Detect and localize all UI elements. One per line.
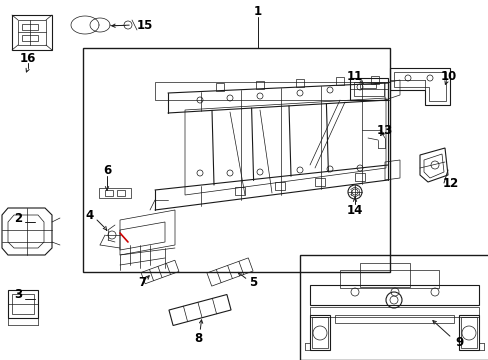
- Bar: [299, 255, 488, 360]
- Text: 6: 6: [102, 163, 111, 176]
- Text: 14: 14: [346, 203, 363, 216]
- Bar: [334, 315, 453, 323]
- Text: 5: 5: [248, 276, 257, 289]
- Text: 11: 11: [346, 69, 363, 82]
- Bar: [309, 285, 478, 305]
- Text: 4: 4: [86, 208, 94, 221]
- Bar: [314, 178, 325, 186]
- Text: 2: 2: [14, 212, 22, 225]
- Text: 9: 9: [454, 336, 462, 348]
- Text: 1: 1: [253, 5, 262, 18]
- Bar: [339, 270, 438, 288]
- Text: 12: 12: [442, 176, 458, 189]
- Text: 3: 3: [14, 288, 22, 302]
- Text: 13: 13: [376, 123, 392, 136]
- Text: 10: 10: [440, 69, 456, 82]
- Bar: [359, 263, 409, 287]
- Bar: [83, 48, 389, 272]
- Bar: [22, 35, 38, 41]
- Bar: [105, 190, 113, 196]
- Bar: [99, 188, 131, 198]
- Text: 16: 16: [20, 51, 36, 64]
- Text: 8: 8: [193, 332, 202, 345]
- Bar: [274, 182, 285, 190]
- Bar: [117, 190, 125, 196]
- Bar: [354, 173, 364, 181]
- Bar: [309, 307, 478, 317]
- Bar: [235, 187, 244, 195]
- Bar: [22, 24, 38, 30]
- Text: 15: 15: [137, 18, 153, 32]
- Bar: [359, 84, 375, 88]
- Text: 7: 7: [138, 276, 146, 289]
